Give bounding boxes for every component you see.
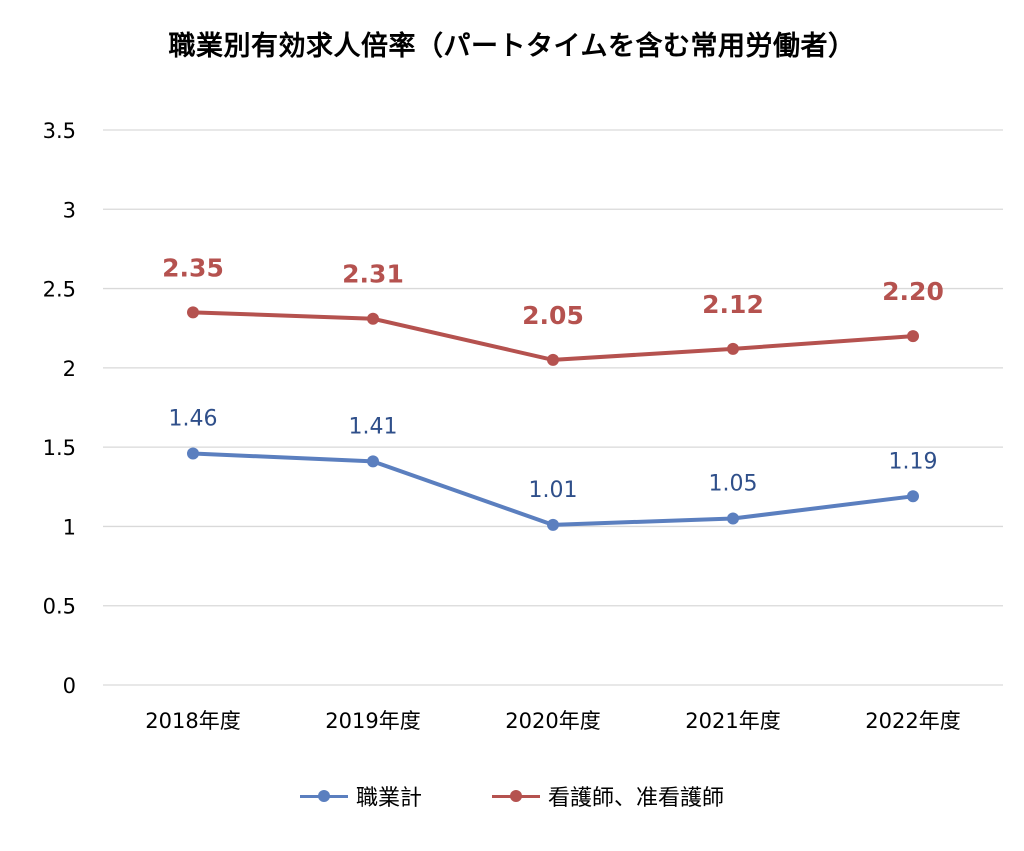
data-label: 1.05 xyxy=(709,472,758,497)
data-label: 1.46 xyxy=(169,406,218,431)
y-tick-label: 0.5 xyxy=(43,595,76,619)
data-point xyxy=(187,447,199,460)
data-label: 2.05 xyxy=(522,301,584,330)
data-point xyxy=(367,312,379,325)
legend-swatch-series-1 xyxy=(299,786,348,806)
data-label: 2.12 xyxy=(702,290,764,319)
x-tick-label: 2020年度 xyxy=(505,709,600,733)
legend-swatch-series-2 xyxy=(492,786,540,806)
y-tick-label: 2 xyxy=(63,357,76,381)
data-point xyxy=(907,490,919,503)
legend-label-series-2: 看護師、准看護師 xyxy=(548,786,725,811)
data-label: 2.31 xyxy=(342,260,404,289)
x-tick-label: 2019年度 xyxy=(325,709,420,733)
data-label: 2.35 xyxy=(162,253,224,282)
legend-item-series-1: 職業計 xyxy=(299,780,422,812)
x-tick-label: 2018年度 xyxy=(145,709,240,733)
y-tick-label: 3.5 xyxy=(43,119,76,143)
data-label: 1.19 xyxy=(889,449,938,474)
data-label: 2.20 xyxy=(882,277,944,306)
y-tick-label: 2.5 xyxy=(43,278,76,302)
data-point xyxy=(907,330,919,343)
data-label: 1.41 xyxy=(349,414,398,439)
legend: 職業計 看護師、准看護師 xyxy=(0,780,1024,812)
data-point xyxy=(547,518,559,531)
y-tick-label: 1.5 xyxy=(43,436,76,460)
y-tick-label: 1 xyxy=(63,515,76,539)
x-tick-label: 2021年度 xyxy=(685,709,780,733)
legend-label-series-1: 職業計 xyxy=(355,786,422,811)
data-label: 1.01 xyxy=(529,478,578,503)
y-tick-label: 3 xyxy=(63,198,76,222)
data-point xyxy=(547,353,559,366)
data-point xyxy=(187,306,199,319)
data-point xyxy=(727,512,739,525)
y-tick-label: 0 xyxy=(63,674,76,698)
data-point xyxy=(727,342,739,355)
legend-item-series-2: 看護師、准看護師 xyxy=(492,780,724,812)
data-point xyxy=(367,455,379,468)
chart-title: 職業別有効求人倍率（パートタイムを含む常用労働者） xyxy=(168,31,856,62)
x-tick-label: 2022年度 xyxy=(865,709,960,733)
